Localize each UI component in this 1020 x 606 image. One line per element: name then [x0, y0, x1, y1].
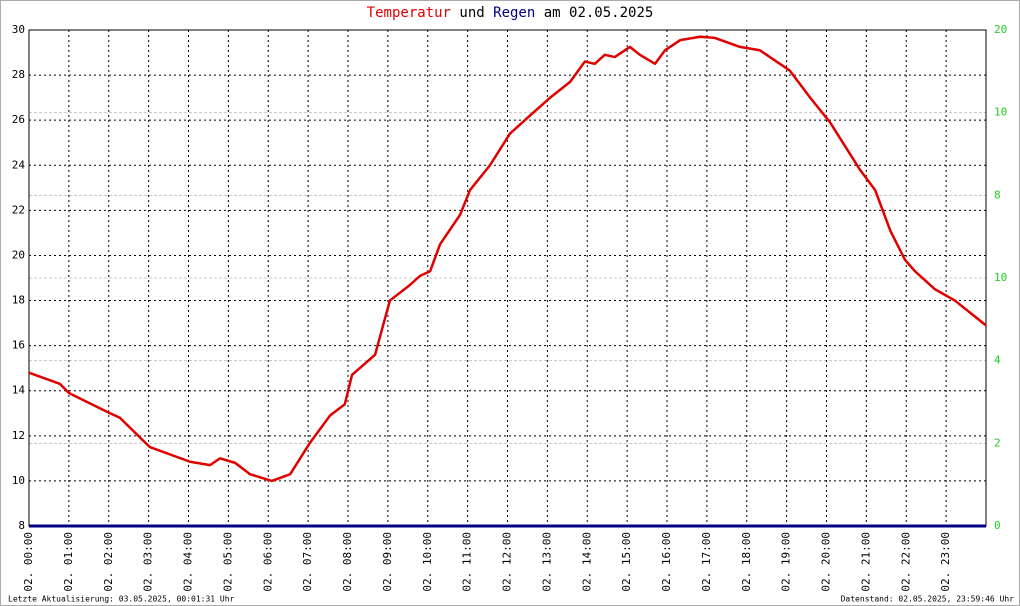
y2-tick-label: 0 — [994, 519, 1001, 532]
x-tick-label: 02. 00:00 — [22, 532, 35, 592]
y2-tick-label: 20 — [994, 23, 1007, 36]
x-tick-label: 02. 11:00 — [461, 532, 474, 592]
title-part: am 02.05.2025 — [544, 5, 654, 21]
title-part: Regen — [493, 5, 535, 21]
chart-title: Temperatur und Regen am 02.05.2025 — [367, 5, 654, 21]
x-tick-label: 02. 18:00 — [740, 532, 753, 592]
y2-tick-label: 4 — [994, 354, 1001, 367]
y-tick-label: 8 — [18, 519, 25, 532]
x-tick-label: 02. 22:00 — [899, 532, 912, 592]
x-tick-label: 02. 14:00 — [580, 532, 593, 592]
x-tick-label: 02. 09:00 — [381, 532, 394, 592]
title-part: Temperatur — [367, 5, 451, 21]
x-tick-label: 02. 16:00 — [660, 532, 673, 592]
y-tick-label: 18 — [12, 294, 25, 307]
y-tick-label: 24 — [12, 158, 26, 171]
x-tick-label: 02. 07:00 — [301, 532, 314, 592]
x-tick-label: 02. 19:00 — [780, 532, 793, 592]
x-tick-label: 02. 05:00 — [221, 532, 234, 592]
title-part: und — [459, 5, 484, 21]
y2-tick-label: 10 — [994, 271, 1007, 284]
y2-tick-label: 8 — [994, 188, 1001, 201]
x-tick-label: 02. 01:00 — [62, 532, 75, 592]
series-line — [28, 35, 987, 483]
y2-tick-label: 10 — [994, 106, 1007, 119]
footer-right: Datenstand: 02.05.2025, 23:59:46 Uhr — [841, 595, 1015, 604]
y2-tick-label: 2 — [994, 436, 1001, 449]
x-tick-label: 02. 21:00 — [859, 532, 872, 592]
x-tick-label: 02. 02:00 — [102, 532, 115, 592]
x-tick-label: 02. 08:00 — [341, 532, 354, 592]
x-tick-label: 02. 15:00 — [620, 532, 633, 592]
y-tick-label: 26 — [12, 113, 25, 126]
y-tick-label: 30 — [12, 23, 25, 36]
x-tick-label: 02. 04:00 — [182, 532, 195, 592]
x-tick-label: 02. 13:00 — [540, 532, 553, 592]
y-tick-label: 14 — [12, 384, 26, 397]
y-tick-label: 10 — [12, 474, 25, 487]
y-tick-label: 22 — [12, 203, 25, 216]
x-tick-label: 02. 10:00 — [421, 532, 434, 592]
x-tick-label: 02. 17:00 — [700, 532, 713, 592]
x-tick-label: 02. 03:00 — [142, 532, 155, 592]
x-tick-label: 02. 12:00 — [501, 532, 514, 592]
y-tick-label: 16 — [12, 339, 25, 352]
footer-left: Letzte Aktualisierung: 03.05.2025, 00:01… — [8, 595, 235, 604]
y-tick-label: 20 — [12, 248, 25, 261]
x-tick-label: 02. 23:00 — [939, 532, 952, 592]
y-tick-label: 12 — [12, 429, 25, 442]
y-tick-label: 28 — [12, 68, 25, 81]
x-tick-label: 02. 06:00 — [261, 532, 274, 592]
x-tick-label: 02. 20:00 — [820, 532, 833, 592]
